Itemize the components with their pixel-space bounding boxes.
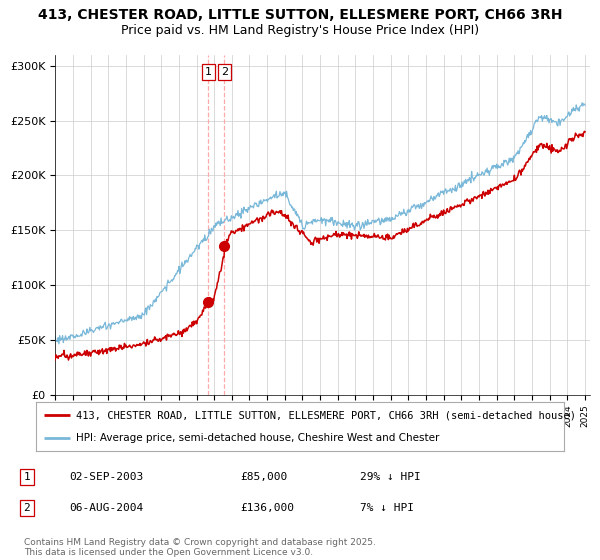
Text: Price paid vs. HM Land Registry's House Price Index (HPI): Price paid vs. HM Land Registry's House …: [121, 24, 479, 36]
Text: 2: 2: [23, 503, 31, 513]
Text: Contains HM Land Registry data © Crown copyright and database right 2025.
This d: Contains HM Land Registry data © Crown c…: [24, 538, 376, 557]
Text: 29% ↓ HPI: 29% ↓ HPI: [360, 472, 421, 482]
Text: 1: 1: [23, 472, 31, 482]
Text: 7% ↓ HPI: 7% ↓ HPI: [360, 503, 414, 513]
Text: £85,000: £85,000: [240, 472, 287, 482]
Text: HPI: Average price, semi-detached house, Cheshire West and Chester: HPI: Average price, semi-detached house,…: [76, 433, 439, 444]
Text: 413, CHESTER ROAD, LITTLE SUTTON, ELLESMERE PORT, CH66 3RH: 413, CHESTER ROAD, LITTLE SUTTON, ELLESM…: [38, 8, 562, 22]
Text: 413, CHESTER ROAD, LITTLE SUTTON, ELLESMERE PORT, CH66 3RH (semi-detached house): 413, CHESTER ROAD, LITTLE SUTTON, ELLESM…: [76, 410, 575, 421]
Text: 02-SEP-2003: 02-SEP-2003: [69, 472, 143, 482]
Text: 2: 2: [221, 67, 228, 77]
Text: £136,000: £136,000: [240, 503, 294, 513]
Text: 1: 1: [205, 67, 212, 77]
Text: 06-AUG-2004: 06-AUG-2004: [69, 503, 143, 513]
